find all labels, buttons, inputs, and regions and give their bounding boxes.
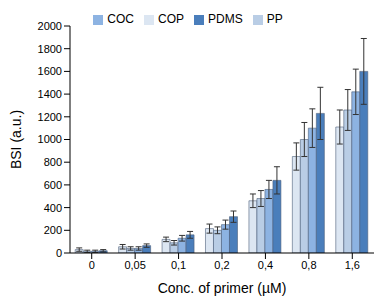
svg-text:0,1: 0,1: [171, 259, 186, 271]
svg-text:2000: 2000: [38, 20, 62, 32]
svg-text:0,05: 0,05: [124, 259, 145, 271]
svg-text:1800: 1800: [38, 43, 62, 55]
svg-text:400: 400: [44, 202, 62, 214]
svg-text:800: 800: [44, 156, 62, 168]
svg-text:BSI (a.u.): BSI (a.u.): [8, 110, 24, 169]
svg-text:0,4: 0,4: [258, 259, 273, 271]
svg-text:0,8: 0,8: [301, 259, 316, 271]
svg-text:Conc. of primer (µM): Conc. of primer (µM): [158, 280, 287, 296]
svg-text:1200: 1200: [38, 111, 62, 123]
svg-text:600: 600: [44, 179, 62, 191]
html-text:COC: COC: [107, 12, 134, 26]
svg-text:1600: 1600: [38, 65, 62, 77]
html-text:PP: PP: [266, 12, 283, 26]
svg-text:1400: 1400: [38, 88, 62, 100]
svg-text:200: 200: [44, 224, 62, 236]
svg-text:0,2: 0,2: [214, 259, 229, 271]
html-text:PDMS: PDMS: [208, 12, 243, 26]
svg-text:0: 0: [56, 247, 62, 259]
svg-text:1000: 1000: [38, 133, 62, 145]
html-text:COP: COP: [158, 12, 184, 26]
svg-text:1,6: 1,6: [345, 259, 360, 271]
svg-text:0: 0: [89, 259, 95, 271]
